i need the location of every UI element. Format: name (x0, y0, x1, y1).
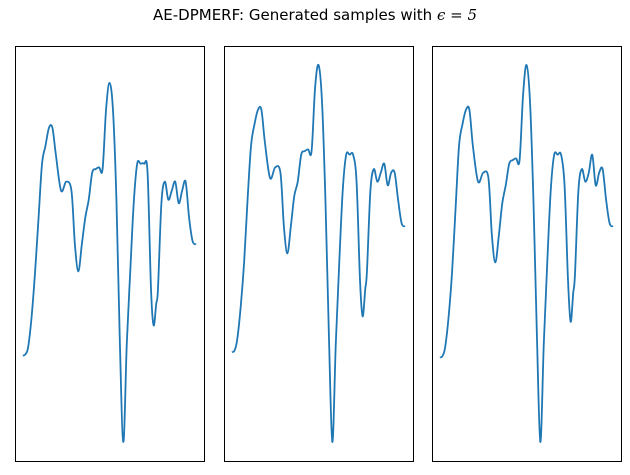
subplot-1-series-line (22, 82, 197, 443)
chart-title-math: ϵ = 5 (436, 6, 477, 24)
subplot-2-frame (224, 46, 414, 462)
subplot-1 (15, 46, 205, 462)
subplot-2-series-line (231, 63, 406, 443)
subplot-3-series-line (439, 64, 614, 443)
chart-title-text: AE-DPMERF: Generated samples with (153, 6, 437, 24)
subplot-3-frame (432, 46, 622, 462)
subplot-1-frame (15, 46, 205, 462)
subplot-2 (224, 46, 414, 462)
chart-title: AE-DPMERF: Generated samples with ϵ = 5 (0, 6, 630, 24)
subplot-3 (432, 46, 622, 462)
